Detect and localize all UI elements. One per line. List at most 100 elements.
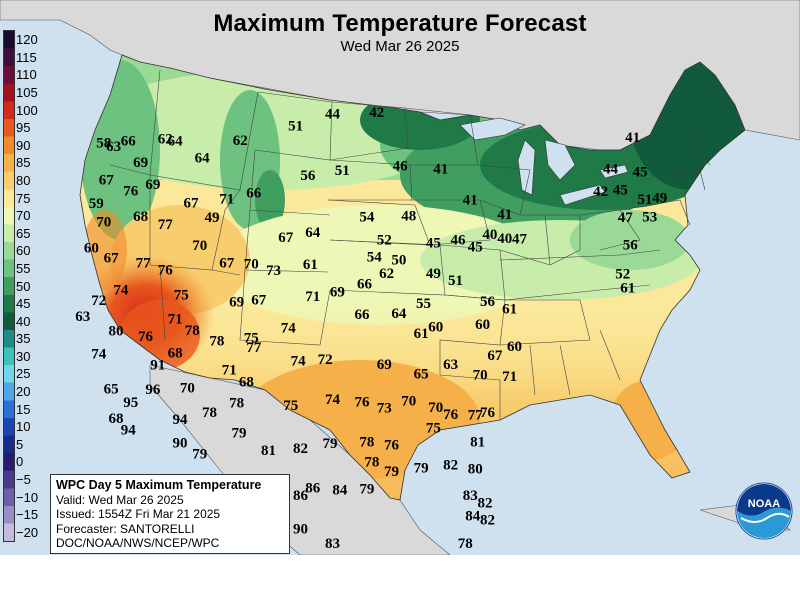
- temperature-label: 73: [266, 263, 281, 279]
- temperature-label: 66: [246, 186, 262, 202]
- temperature-label: 90: [173, 435, 188, 451]
- temperature-label: 60: [475, 317, 490, 333]
- map-frame: 58 63 66 69 62 64 67 76 69 64 62 51 44 42 59 70 68 77 67 49…: [0, 0, 800, 555]
- scale-label: 85: [16, 155, 31, 171]
- temperature-label: 78: [209, 334, 224, 350]
- temperature-label: 71: [502, 369, 517, 385]
- scale-label: 105: [16, 85, 38, 101]
- temperature-label: 79: [359, 482, 374, 498]
- map-title: Maximum Temperature Forecast: [213, 10, 587, 37]
- temperature-label: 91: [150, 358, 165, 374]
- temperature-label: 80: [109, 324, 124, 340]
- temperature-label: 78: [359, 435, 374, 451]
- temperature-label: 96: [145, 382, 161, 398]
- temperature-label: 49: [652, 190, 667, 206]
- temperature-label: 50: [391, 252, 406, 268]
- scale-label: 30: [16, 348, 31, 364]
- scale-label: 110: [16, 67, 37, 83]
- temperature-label: 45: [613, 182, 628, 198]
- temperature-label: 84: [465, 509, 481, 525]
- great-lakes: [459, 117, 629, 206]
- temperature-label: 76: [158, 263, 174, 279]
- scale-label: 10: [16, 419, 31, 435]
- temperature-label: 86: [305, 480, 321, 496]
- temperature-label: 41: [463, 193, 478, 209]
- temperature-label: 74: [281, 321, 297, 337]
- scale-label: 75: [16, 190, 31, 206]
- temperature-label: 82: [480, 512, 495, 528]
- temperature-label: 64: [391, 306, 407, 322]
- scale-label: 20: [16, 384, 31, 400]
- temperature-label: 41: [497, 207, 512, 223]
- temperature-label: 82: [443, 458, 458, 474]
- temperature-label: 74: [113, 283, 129, 299]
- state-borders: [109, 69, 711, 420]
- temperature-label: 78: [364, 455, 379, 471]
- temperature-label: 67: [104, 250, 120, 266]
- temperature-label: 82: [478, 495, 493, 511]
- temperature-label: 81: [261, 443, 276, 459]
- temperature-label: 68: [168, 345, 183, 361]
- temperature-label: 47: [618, 210, 634, 226]
- temperature-label: 68: [133, 209, 148, 225]
- temperature-label: 79: [232, 426, 247, 442]
- temperature-label: 47: [512, 232, 528, 248]
- temperature-label: 60: [84, 240, 99, 256]
- temperature-label: 61: [620, 281, 635, 297]
- temperature-label: 70: [428, 400, 443, 416]
- temperature-label: 75: [244, 330, 259, 346]
- temperature-label: 67: [184, 196, 200, 212]
- temperature-label: 71: [305, 289, 320, 305]
- scale-label: 65: [16, 225, 31, 241]
- temperature-label: 41: [625, 130, 640, 146]
- temperature-label: 65: [414, 367, 429, 383]
- temperature-label: 62: [379, 266, 394, 282]
- temperature-label: 51: [448, 273, 463, 289]
- temperature-label: 76: [384, 437, 400, 453]
- temperature-label: 77: [136, 256, 152, 272]
- temperature-label: 66: [355, 307, 371, 323]
- temperature-label: 69: [330, 284, 345, 300]
- temperature-label: 74: [91, 347, 107, 363]
- temperature-label: 78: [229, 396, 244, 412]
- temperature-label: 77: [468, 408, 484, 424]
- temperature-label: 67: [219, 255, 235, 271]
- scale-label: −15: [16, 507, 39, 523]
- temperature-label: 52: [377, 233, 392, 249]
- temperature-label: 78: [458, 536, 473, 552]
- temperature-label: 67: [99, 172, 115, 188]
- temperature-label: 74: [291, 354, 307, 370]
- temperature-label: 45: [426, 236, 441, 252]
- temperature-label: 77: [158, 217, 174, 233]
- temperature-label: 94: [173, 412, 189, 428]
- scale-label: 5: [16, 436, 24, 452]
- temperature-label: 42: [369, 105, 384, 121]
- scale-label: 40: [16, 313, 31, 329]
- temperature-label: 66: [357, 277, 373, 293]
- temperature-label: 58: [96, 136, 111, 152]
- temperature-label: 63: [443, 357, 458, 373]
- info-valid: Valid: Wed Mar 26 2025: [56, 492, 184, 507]
- temperature-label: 56: [480, 294, 496, 310]
- temperature-label: 46: [451, 233, 467, 249]
- temperature-label: 79: [414, 461, 429, 477]
- temperature-label: 75: [426, 420, 441, 436]
- scale-label: −5: [16, 471, 31, 487]
- temperature-label: 82: [293, 441, 308, 457]
- scale-label: 120: [16, 32, 38, 48]
- temperature-label: 40: [482, 227, 497, 243]
- temperature-label: 45: [468, 240, 483, 256]
- scale-label: 95: [16, 120, 31, 136]
- scale-label: 25: [16, 366, 31, 382]
- temperature-label: 76: [355, 394, 371, 410]
- scale-label: −20: [16, 524, 39, 540]
- info-forecaster: Forecaster: SANTORELLI: [56, 521, 195, 536]
- temperature-label: 74: [325, 392, 341, 408]
- temperature-label: 63: [75, 309, 90, 325]
- temperature-label: 54: [367, 250, 383, 266]
- scale-label: 55: [16, 260, 31, 276]
- temperature-label: 41: [433, 162, 448, 178]
- scale-label: 90: [16, 137, 31, 153]
- temperature-label: 65: [104, 382, 119, 398]
